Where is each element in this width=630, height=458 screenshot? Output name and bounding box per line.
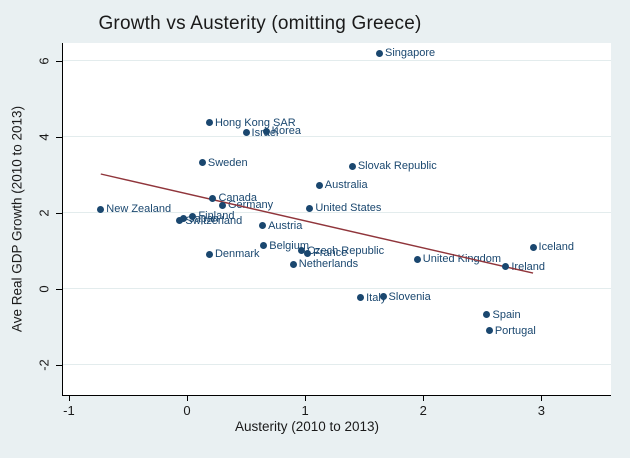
gridline-y-6 [63, 60, 611, 62]
data-point-slovenia [379, 293, 387, 301]
data-point-slovak-republic [348, 162, 356, 170]
data-point-hong-kong-sar [205, 119, 213, 127]
data-point-australia [315, 181, 323, 189]
y-tick-label-6: 6 [36, 57, 52, 65]
x-tick-2 [423, 396, 425, 401]
data-label-korea: Korea [271, 125, 301, 138]
chart-title: Growth vs Austerity (omitting Greece) [98, 13, 422, 34]
data-point-netherlands [289, 260, 297, 268]
data-label-japan: Japan [188, 212, 219, 225]
data-label-austria: Austria [268, 219, 303, 232]
data-point-new-zealand [97, 205, 105, 213]
y-axis-title: Ave Real GDP Growth (2010 to 2013) [9, 105, 25, 333]
x-tick-3 [541, 396, 543, 401]
y-tick-label-4: 4 [36, 133, 52, 141]
x-tick-label-0: 0 [183, 403, 191, 418]
x-tick-0 [187, 396, 188, 401]
data-point-spain [483, 311, 491, 319]
data-label-sweden: Sweden [207, 156, 248, 169]
y-tick-2 [56, 212, 62, 214]
x-tick-label--1: -1 [63, 403, 75, 418]
data-point-france [303, 249, 311, 257]
data-label-iceland: Iceland [538, 241, 575, 254]
data-label-spain: Spain [492, 308, 521, 321]
data-point-czech-republic [298, 247, 306, 255]
x-axis-line [62, 395, 611, 396]
data-label-hong-kong-sar: Hong Kong SAR [214, 116, 296, 129]
data-label-switzerland: Switzerland [185, 214, 243, 227]
data-point-finland [189, 212, 197, 220]
trend-line-segment [100, 173, 534, 274]
gridline-y--2 [63, 364, 611, 366]
x-tick-label-1: 1 [301, 403, 309, 418]
x-axis-title: Austerity (2010 to 2013) [234, 419, 380, 434]
y-axis-line [62, 43, 63, 396]
data-label-france: France [312, 247, 348, 260]
data-label-germany: Germany [227, 199, 274, 212]
data-point-portugal [485, 327, 493, 335]
data-point-united-states [306, 204, 314, 212]
plot-area: New Zealand Switzerland Japan Finland Sweden… [63, 43, 611, 395]
data-label-finland: Finland [198, 210, 235, 223]
y-tick-label--2: -2 [36, 358, 52, 371]
gridline-y-0 [63, 288, 611, 290]
data-label-czech-republic: Czech Republic [307, 244, 385, 257]
trend-line [100, 173, 534, 274]
x-tick-1 [305, 396, 307, 401]
data-point-italy [357, 294, 365, 302]
data-label-united-states: United States [315, 202, 382, 215]
gridline-y-2 [63, 212, 611, 214]
data-point-japan [179, 215, 187, 223]
data-label-denmark: Denmark [214, 248, 260, 261]
y-tick-label-0: 0 [36, 285, 52, 293]
x-tick--1 [68, 396, 70, 401]
data-point-israel [242, 129, 250, 137]
data-point-korea [262, 127, 270, 135]
data-point-denmark [205, 250, 213, 258]
data-label-singapore: Singapore [385, 47, 436, 60]
data-label-australia: Australia [324, 179, 368, 191]
data-label-united-kingdom: United Kingdom [422, 253, 502, 266]
y-tick-6 [56, 60, 62, 62]
data-point-austria [259, 222, 267, 230]
data-point-belgium [260, 242, 268, 250]
data-label-netherlands: Netherlands [298, 258, 359, 271]
data-label-slovenia: Slovenia [388, 290, 431, 303]
data-point-singapore [376, 49, 384, 57]
y-tick-0 [56, 288, 62, 290]
y-tick-4 [56, 136, 62, 138]
data-point-canada [209, 194, 217, 202]
data-label-slovak-republic: Slovak Republic [357, 160, 437, 173]
data-point-ireland [502, 263, 510, 271]
x-tick-label-2: 2 [419, 403, 427, 418]
y-tick-label-2: 2 [36, 209, 52, 217]
data-point-germany [218, 201, 226, 209]
data-label-portugal: Portugal [494, 324, 536, 337]
y-tick--2 [56, 364, 62, 366]
data-point-united-kingdom [413, 255, 421, 263]
data-point-switzerland [176, 217, 184, 225]
data-label-canada: Canada [218, 192, 258, 205]
data-point-iceland [529, 243, 537, 251]
x-tick-label-3: 3 [537, 403, 545, 418]
data-label-new-zealand: New Zealand [106, 203, 172, 216]
gridline-y-4 [63, 136, 611, 138]
data-point-sweden [198, 159, 206, 167]
